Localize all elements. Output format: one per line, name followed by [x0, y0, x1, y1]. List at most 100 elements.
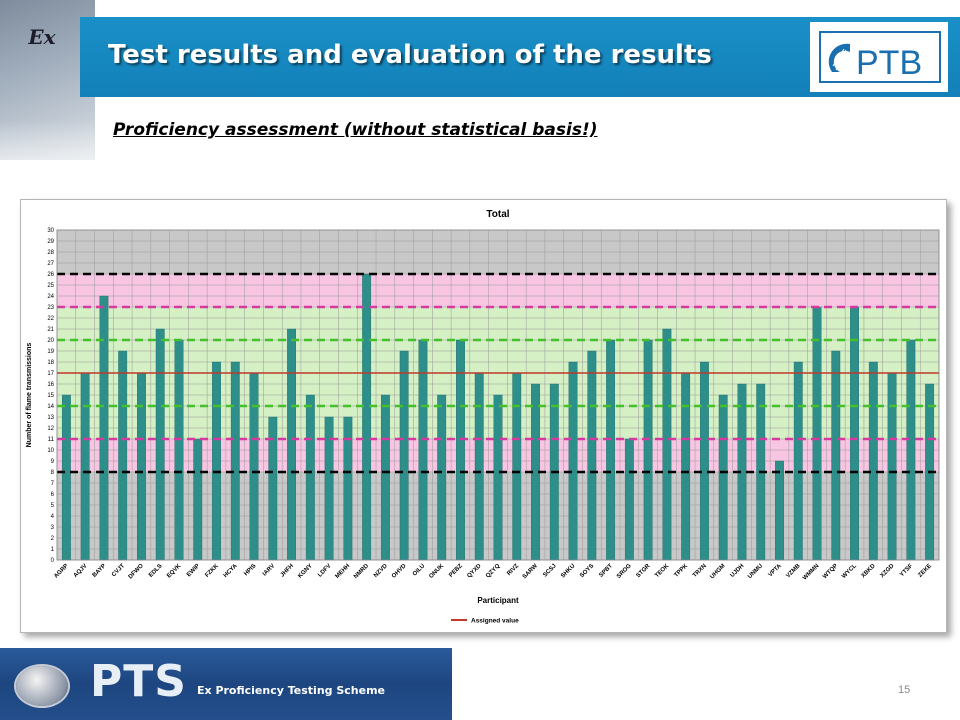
bar-NZVD — [380, 394, 390, 561]
x-tick-label: TEOK — [654, 563, 670, 579]
bar-ONUK — [437, 394, 447, 561]
bar-TEOK — [662, 328, 672, 561]
bar-WTQP — [831, 350, 841, 561]
y-tick-label: 16 — [47, 382, 54, 388]
x-tick-label: TPPK — [674, 563, 690, 579]
x-tick-label: TRXN — [692, 563, 708, 579]
x-tick-label: SPBT — [598, 563, 614, 579]
y-tick-label: 1 — [51, 547, 55, 553]
x-tick-label: CVJT — [111, 563, 126, 578]
x-tick-label: FZKK — [204, 563, 220, 579]
y-tick-label: 7 — [51, 481, 55, 487]
y-tick-label: 10 — [47, 448, 54, 454]
y-tick-label: 25 — [47, 283, 54, 289]
bar-VPTA — [775, 460, 784, 561]
chart-title: Total — [486, 209, 509, 220]
ptb-logo: PTB — [810, 22, 948, 92]
logo-wordmark: PTB — [856, 44, 922, 82]
y-tick-label: 26 — [47, 272, 54, 278]
x-tick-label: SCSJ — [542, 563, 557, 578]
bar-KGNY — [305, 394, 315, 561]
bar-FZKK — [212, 361, 221, 561]
legend-label: Assigned value — [471, 618, 519, 625]
y-tick-label: 0 — [51, 558, 55, 564]
x-tick-label: VZMB — [785, 563, 802, 580]
x-tick-label: LDFV — [317, 563, 332, 578]
y-tick-label: 9 — [51, 459, 55, 465]
x-tick-label: IARV — [262, 563, 276, 577]
x-tick-label: WMMN — [802, 563, 820, 581]
x-tick-label: HPIS — [243, 563, 257, 577]
y-tick-label: 13 — [47, 415, 54, 421]
x-tick-label: STGR — [636, 563, 652, 579]
x-tick-label: XZGD — [879, 563, 895, 579]
x-tick-label: EWIP — [186, 563, 201, 578]
x-tick-label: EDLS — [148, 563, 164, 579]
bar-SOYS — [587, 350, 597, 561]
footer-banner — [0, 648, 452, 720]
x-tick-label: RIVZ — [506, 563, 520, 577]
bar-NMRD — [362, 273, 372, 561]
bar-CVJT — [118, 350, 128, 561]
y-tick-label: 27 — [47, 261, 54, 267]
bar-XBKD — [868, 361, 878, 561]
y-tick-label: 17 — [47, 371, 54, 377]
x-tick-label: UHGM — [709, 563, 726, 580]
bar-TRXN — [700, 361, 709, 561]
bar-SROG — [624, 438, 634, 561]
x-tick-label: VPTA — [768, 563, 784, 579]
slide-subtitle: Proficiency assessment (without statisti… — [113, 120, 598, 140]
x-tick-label: OILU — [412, 563, 426, 577]
bar-HPIS — [249, 372, 259, 561]
x-tick-label: AGRP — [53, 563, 70, 580]
bar-HCYA — [230, 361, 240, 561]
page-number: 15 — [898, 684, 911, 696]
bar-RIVZ — [512, 372, 522, 561]
bar-OHVD — [399, 350, 409, 561]
x-tick-label: EQVK — [166, 563, 183, 580]
ex-badge-icon — [16, 666, 68, 706]
y-tick-label: 24 — [47, 294, 54, 300]
bar-EDLS — [155, 328, 165, 561]
y-tick-label: 6 — [51, 492, 55, 498]
x-tick-label: HCYA — [223, 563, 239, 579]
x-tick-label: SHKU — [560, 563, 576, 579]
x-tick-labels: AGRP AQJV BAYP CVJT DFWO EDLS EQVK EWIP FZKK HCYA… — [53, 563, 933, 582]
y-tick-label: 19 — [47, 349, 54, 355]
bar-BAYP — [99, 295, 109, 561]
y-tick-label: 14 — [47, 404, 54, 410]
x-tick-label: WTQP — [822, 563, 839, 580]
x-tick-label: NMRD — [353, 563, 370, 580]
bar-EWIP — [193, 438, 203, 561]
x-tick-label: UNMU — [747, 563, 764, 580]
bar-QZYQ — [493, 394, 503, 561]
bar-QYXD — [474, 372, 484, 561]
bar-DFWO — [137, 372, 146, 561]
y-tick-label: 20 — [47, 338, 54, 344]
y-tick-label: 3 — [51, 525, 55, 531]
x-tick-label: QYXD — [466, 563, 483, 580]
plot-border — [56, 229, 940, 561]
x-tick-label: MEHH — [335, 563, 352, 580]
x-tick-label: SOYS — [579, 563, 595, 579]
ptb-emblem-icon — [828, 43, 851, 72]
x-tick-label: QZYQ — [485, 563, 501, 579]
footer-brand: PTS — [90, 656, 187, 707]
x-tick-label: KGNY — [297, 563, 314, 580]
x-tick-label: BAYP — [92, 563, 108, 579]
y-tick-label: 2 — [51, 536, 55, 542]
y-tick-label: 28 — [47, 250, 54, 256]
x-tick-label: AQJV — [73, 563, 89, 579]
x-tick-label: XBKD — [860, 563, 877, 580]
y-tick-label: 22 — [47, 316, 54, 322]
bar-UHGM — [718, 394, 728, 561]
bar-AGRP — [61, 394, 71, 561]
y-tick-label: 15 — [47, 393, 54, 399]
y-tick-label: 21 — [47, 327, 54, 333]
x-tick-label: ZEKE — [917, 563, 933, 579]
y-tick-label: 18 — [47, 360, 54, 366]
x-tick-label: DFWO — [128, 563, 145, 580]
x-tick-label: JHFH — [280, 563, 295, 578]
x-tick-label: SROG — [616, 563, 633, 580]
x-tick-label: NZVD — [373, 563, 389, 579]
